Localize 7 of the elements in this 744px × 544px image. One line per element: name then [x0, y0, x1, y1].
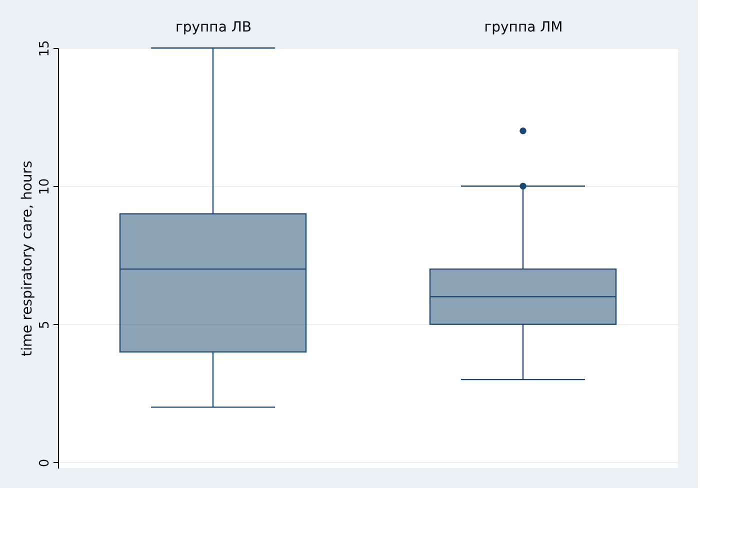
- y-axis-title: time respiratory care, hours: [20, 160, 36, 356]
- y-tick-label: 15: [38, 40, 52, 57]
- y-tick-label: 10: [38, 178, 52, 195]
- y-tick-label: 5: [38, 320, 52, 329]
- y-tick-label: 0: [38, 458, 52, 468]
- x-tick-label: группа ЛМ: [484, 20, 563, 36]
- x-tick-label: группа ЛВ: [176, 20, 252, 36]
